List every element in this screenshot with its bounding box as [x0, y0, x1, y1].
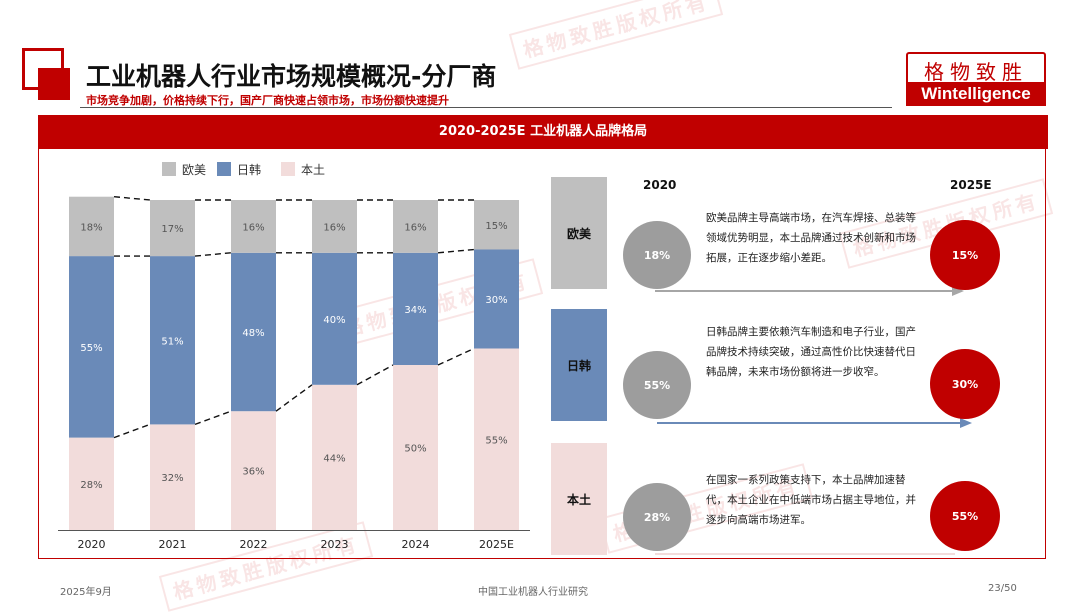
- content-frame: [38, 149, 1046, 559]
- bar-segment: [474, 348, 519, 530]
- share-end-circle: 30%: [930, 349, 1000, 419]
- data-label: 17%: [161, 224, 183, 235]
- year-end-header: 2025E: [950, 178, 992, 192]
- footer-title: 中国工业机器人行业研究: [478, 587, 588, 598]
- connector-line: [437, 248, 475, 254]
- stacked-bar-chart: 欧美 日韩 本土 28% 55% 18% 2020 32% 51% 17% 2021 36% 48% 16…: [58, 162, 530, 551]
- share-start-circle: 18%: [623, 221, 691, 289]
- region-description: 日韩品牌主要依赖汽车制造和电子行业，国产品牌技术持续突破，通过高性价比快速替代日…: [706, 326, 916, 378]
- connector-line: [356, 364, 394, 386]
- bar-segment: [69, 256, 114, 438]
- trend-arrow: [657, 422, 962, 424]
- data-label: 50%: [404, 444, 426, 455]
- page-number: 23/50: [988, 583, 1017, 594]
- data-label: 40%: [323, 315, 345, 326]
- connector-line: [275, 384, 313, 412]
- region-description: 在国家一系列政策支持下，本土品牌加速替代，本土企业在中低端市场占据主导地位，并逐…: [706, 474, 916, 526]
- legend-label: 欧美: [182, 163, 206, 177]
- x-tick-label: 2022: [240, 538, 268, 551]
- bar-segment: [393, 200, 438, 253]
- page-title: 工业机器人行业市场规模概况-分厂商: [86, 62, 497, 91]
- brand-name-cn: 格物致胜: [924, 60, 1028, 84]
- data-label: 28%: [80, 480, 102, 491]
- logo-square-fill: [38, 68, 70, 100]
- legend-label: 本土: [301, 163, 325, 177]
- region-label: 日韩: [566, 358, 591, 373]
- brand-name-en: Wintelligence: [906, 82, 1046, 106]
- share-start-circle: 55%: [623, 351, 691, 419]
- x-tick-label: 2025E: [479, 538, 514, 551]
- data-label: 44%: [323, 453, 345, 464]
- bar-segment: [474, 200, 519, 250]
- data-label: 32%: [161, 473, 183, 484]
- bar-segment: [69, 437, 114, 530]
- bar-segment: [474, 249, 519, 349]
- legend-swatch: [217, 162, 231, 176]
- x-tick-label: 2021: [159, 538, 187, 551]
- data-label: 16%: [323, 222, 345, 233]
- bar-segment: [393, 252, 438, 365]
- data-label: 55%: [485, 435, 507, 446]
- data-label: 36%: [242, 467, 264, 478]
- x-tick-label: 2024: [402, 538, 430, 551]
- region-description: 欧美品牌主导高端市场，在汽车焊接、总装等领域优势明显，本土品牌通过技术创新和市场…: [706, 212, 916, 264]
- x-tick-label: 2020: [78, 538, 106, 551]
- data-label: 55%: [80, 343, 102, 354]
- bar-segment: [150, 200, 195, 257]
- bar-segment: [312, 200, 357, 253]
- region-box-japan-korea: 日韩: [551, 309, 607, 421]
- data-label: 30%: [485, 295, 507, 306]
- share-end-circle: 15%: [930, 220, 1000, 290]
- share-start-circle: 28%: [623, 483, 691, 551]
- data-label: 16%: [404, 222, 426, 233]
- connector-line: [113, 196, 151, 201]
- bar-segment: [231, 200, 276, 253]
- section-banner: 2020-2025E 工业机器人品牌格局: [38, 115, 1048, 149]
- data-label: 34%: [404, 305, 426, 316]
- data-label: 16%: [242, 222, 264, 233]
- legend-swatch: [162, 162, 176, 176]
- bar-segment: [150, 424, 195, 530]
- bar-segment: [312, 252, 357, 385]
- data-label: 18%: [80, 222, 102, 233]
- connector-line: [194, 252, 232, 257]
- legend-label: 日韩: [237, 162, 261, 177]
- data-label: 15%: [485, 221, 507, 232]
- footer-date: 2025年9月: [60, 587, 112, 598]
- bar-segment: [312, 384, 357, 530]
- bar-segment: [393, 365, 438, 530]
- connector-line: [437, 347, 475, 366]
- bar-segment: [231, 411, 276, 530]
- share-end-circle: 55%: [930, 481, 1000, 551]
- bar-segment: [69, 196, 114, 257]
- trend-arrow: [655, 553, 955, 555]
- year-start-header: 2020: [643, 178, 677, 192]
- brand-logo: 格物致胜 Wintelligence: [906, 52, 1046, 106]
- watermark: 格物致胜版权所有: [508, 0, 724, 70]
- region-box-europe-us: 欧美: [551, 177, 607, 289]
- region-box-domestic: 本土: [551, 443, 607, 555]
- page-subtitle: 市场竞争加剧，价格持续下行，国产厂商快速占领市场，市场份额快速提升: [86, 94, 449, 107]
- region-label: 本土: [566, 492, 591, 507]
- x-tick-label: 2023: [321, 538, 349, 551]
- trend-arrow: [655, 290, 955, 292]
- arrow-head-icon: [960, 418, 972, 428]
- header-divider: [80, 107, 892, 108]
- bar-segment: [231, 252, 276, 412]
- bar-segment: [150, 256, 195, 425]
- connector-line: [113, 423, 151, 439]
- data-label: 51%: [161, 336, 183, 347]
- connector-line: [194, 410, 232, 426]
- region-label: 欧美: [566, 226, 591, 241]
- legend-swatch: [281, 162, 295, 176]
- data-label: 48%: [242, 328, 264, 339]
